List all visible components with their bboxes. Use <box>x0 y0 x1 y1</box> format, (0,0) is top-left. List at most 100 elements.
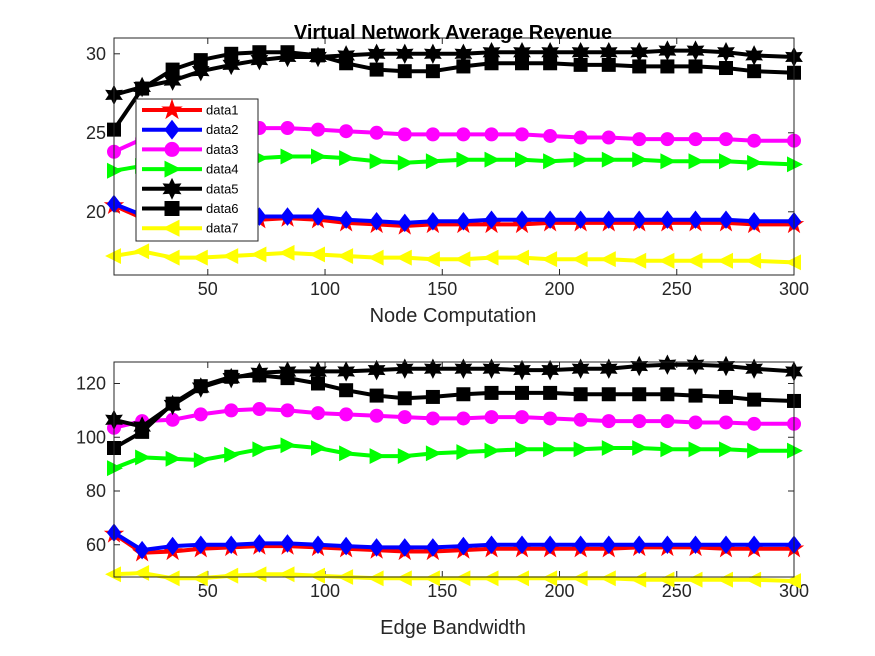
data-point-data7 <box>686 571 703 588</box>
data-point-data3 <box>632 414 647 429</box>
legend: data1 data2 data3 data4 data5 data6 data7 <box>135 98 259 242</box>
data-point-data7 <box>423 570 440 587</box>
data-point-data2 <box>338 210 354 229</box>
data-point-data6 <box>280 45 295 60</box>
data-point-data4 <box>787 442 803 459</box>
y-tick-label: 25 <box>86 123 106 143</box>
data-point-data3 <box>484 410 499 425</box>
data-point-data6 <box>632 59 647 74</box>
data-point-data3 <box>369 408 384 423</box>
y-tick-label: 30 <box>86 44 106 64</box>
data-point-data6 <box>515 56 529 71</box>
data-point-data2 <box>573 535 588 555</box>
legend-label-data6: data6 <box>206 201 239 216</box>
x-tick-label: 100 <box>310 279 340 299</box>
data-point-data7 <box>250 246 267 263</box>
data-point-data3 <box>573 130 588 145</box>
data-point-data7 <box>395 249 412 266</box>
data-point-data6 <box>719 389 733 404</box>
data-point-data4 <box>601 440 618 456</box>
data-point-data7 <box>278 566 295 583</box>
data-point-data4 <box>660 441 677 458</box>
data-point-data5 <box>424 43 442 65</box>
data-point-data4 <box>573 441 590 458</box>
data-point-data6 <box>543 56 558 71</box>
data-point-data6 <box>719 61 733 76</box>
data-point-data2 <box>484 535 499 555</box>
data-point-data4 <box>280 437 297 454</box>
data-point-data6 <box>688 388 703 403</box>
data-point-data4 <box>165 450 182 467</box>
data-point-data3 <box>543 128 558 143</box>
data-point-data2 <box>134 540 150 560</box>
x-tick-label: 150 <box>427 279 457 299</box>
data-point-data3 <box>339 407 354 422</box>
data-point-data6 <box>339 383 354 398</box>
legend-label-data5: data5 <box>206 181 239 196</box>
data-point-data2 <box>601 535 616 555</box>
data-point-data6 <box>632 387 647 402</box>
data-point-data4 <box>252 441 269 458</box>
data-point-data3 <box>632 132 647 147</box>
data-point-data5 <box>541 359 559 381</box>
data-point-data4 <box>719 153 735 170</box>
x-tick-label: 300 <box>779 279 809 299</box>
data-point-data7 <box>133 243 150 260</box>
chart-title: Virtual Network Average Revenue <box>294 22 612 44</box>
data-point-data3 <box>601 414 616 429</box>
data-point-data3 <box>397 127 412 142</box>
data-point-data2 <box>369 538 384 557</box>
data-point-data6 <box>224 369 239 384</box>
x-tick-label: 150 <box>427 581 457 601</box>
data-point-data3 <box>719 415 733 430</box>
x-tick-label: 50 <box>198 279 218 299</box>
data-point-data7 <box>367 570 384 587</box>
data-point-data4 <box>688 441 705 458</box>
data-point-data5 <box>337 361 355 382</box>
x-tick-label: 250 <box>662 279 692 299</box>
data-point-data6 <box>515 385 529 400</box>
legend-marker-data5 <box>162 177 182 200</box>
data-point-data5 <box>599 358 618 379</box>
data-point-data3 <box>193 407 208 422</box>
data-point-data3 <box>456 411 471 426</box>
data-point-data2 <box>514 210 530 229</box>
data-point-data6 <box>456 59 471 74</box>
x-tick-label: 50 <box>198 581 218 601</box>
data-point-data7 <box>599 251 616 268</box>
data-point-data3 <box>339 124 354 139</box>
data-point-data7 <box>309 567 325 584</box>
data-point-data6 <box>456 387 471 402</box>
data-point-data2 <box>601 210 616 229</box>
data-point-data7 <box>222 567 239 584</box>
data-point-data2 <box>632 535 647 555</box>
data-point-data5 <box>454 358 473 379</box>
data-point-data6 <box>543 385 558 400</box>
data-point-data4 <box>224 446 241 463</box>
data-point-data3 <box>543 411 558 426</box>
data-point-data2 <box>514 535 530 555</box>
data-point-data6 <box>397 64 412 79</box>
data-point-data4 <box>601 151 618 168</box>
legend-label-data1: data1 <box>206 103 239 118</box>
x-tick-label: 200 <box>544 581 574 601</box>
data-point-data4 <box>107 162 123 179</box>
data-point-data6 <box>224 46 239 61</box>
x-tick-label: 300 <box>779 581 809 601</box>
data-point-data7 <box>309 246 325 263</box>
data-point-data4 <box>311 148 327 165</box>
data-point-data4 <box>543 153 560 170</box>
data-point-data2 <box>397 538 412 557</box>
data-point-data4 <box>135 449 152 466</box>
legend-marker-data1 <box>161 98 183 120</box>
data-point-data6 <box>397 391 412 406</box>
legend-label-data4: data4 <box>206 162 239 177</box>
data-point-data6 <box>484 56 499 71</box>
data-point-data4 <box>515 441 531 458</box>
y-tick-label: 60 <box>86 535 106 555</box>
data-point-data5 <box>482 358 501 379</box>
data-point-data3 <box>660 414 675 429</box>
data-point-data7 <box>105 566 121 583</box>
data-point-data5 <box>424 358 442 379</box>
data-point-data6 <box>165 62 180 77</box>
